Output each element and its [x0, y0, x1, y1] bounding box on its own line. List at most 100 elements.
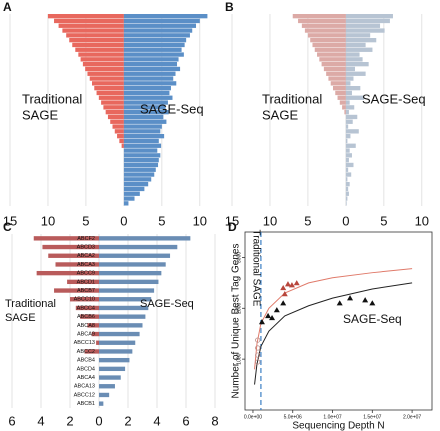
bar [78, 52, 124, 57]
category-label: ABCD3 [77, 245, 95, 251]
bar [123, 162, 159, 168]
side-label: SAGE [22, 107, 58, 122]
x-tick-label: 8 [211, 413, 218, 428]
bar [304, 28, 346, 33]
bar [337, 95, 346, 100]
bar [123, 18, 200, 24]
bar [342, 105, 346, 110]
bar [99, 357, 130, 363]
bar [123, 191, 140, 196]
bar [94, 86, 124, 91]
bar [345, 71, 366, 76]
point [255, 352, 261, 358]
bar [85, 66, 124, 72]
bar [123, 119, 167, 124]
bar [62, 28, 124, 33]
bar [99, 314, 146, 319]
bar [345, 196, 348, 201]
bar [123, 95, 173, 100]
bar [345, 177, 348, 182]
bar [123, 114, 164, 120]
bar [345, 182, 350, 187]
bar [345, 81, 351, 86]
bar [345, 52, 360, 57]
bar [114, 129, 124, 134]
bar [345, 86, 361, 91]
bar [345, 66, 355, 72]
bar [103, 105, 124, 110]
bar [312, 42, 346, 48]
bar [345, 167, 349, 172]
bar [123, 42, 185, 48]
bar [317, 52, 346, 57]
point [255, 345, 261, 351]
category-label: ABCA3 [77, 262, 95, 268]
side-label: Traditional [5, 298, 56, 310]
point [280, 284, 287, 291]
bar [123, 129, 161, 134]
x-tick-label: 15 [3, 213, 17, 228]
category-label: ABCA9 [77, 332, 95, 338]
x-tick-label: 0 [120, 213, 127, 228]
curve [254, 282, 413, 385]
bar [123, 186, 145, 192]
x-tick-label: 10 [193, 213, 207, 228]
bar [345, 47, 373, 52]
x-tick-label: 1.5e+07 [363, 414, 381, 420]
bar [123, 66, 181, 72]
bar [82, 62, 124, 67]
bar [123, 110, 169, 115]
bar [326, 71, 346, 76]
bar [345, 148, 350, 153]
bar [123, 100, 168, 105]
category-label: ABCD4 [77, 366, 95, 372]
bar [345, 129, 359, 134]
bar [123, 201, 129, 206]
bar [123, 105, 166, 110]
bar [99, 392, 110, 398]
bar [123, 90, 170, 96]
side-label: SAGE [262, 107, 298, 122]
bar [345, 172, 352, 177]
bar [98, 95, 124, 100]
x-tick-label: 10 [41, 213, 55, 228]
bar [99, 288, 155, 293]
category-label: ABCC2 [77, 349, 95, 355]
bar [345, 18, 390, 24]
panel-letter: D [228, 220, 237, 234]
bar [345, 33, 371, 38]
bar [99, 349, 133, 354]
bar [123, 86, 171, 91]
bar [36, 270, 99, 276]
bar [99, 375, 121, 380]
bar [345, 105, 355, 110]
bar [66, 33, 124, 38]
bar [345, 119, 353, 124]
category-label: ABCB7 [77, 288, 95, 294]
bar [123, 158, 159, 163]
point [255, 359, 261, 365]
point [284, 281, 291, 287]
bar [123, 138, 159, 144]
bar [54, 18, 124, 24]
bar [345, 42, 366, 48]
bar [123, 47, 182, 52]
point [336, 300, 343, 306]
category-label: ABCC12 [74, 392, 95, 398]
bar [99, 340, 136, 345]
category-label: ABCD1 [77, 279, 95, 285]
reference-label: Traditional SAGE [250, 230, 261, 307]
bar [335, 90, 346, 96]
point [280, 300, 287, 306]
x-tick-label: 5.0e+06 [284, 414, 302, 420]
bar [307, 33, 346, 38]
category-label: ABCA2 [77, 253, 95, 259]
x-tick-label: 0 [342, 213, 349, 228]
bar [345, 186, 349, 192]
point [347, 295, 354, 301]
x-tick-label: 15 [225, 213, 239, 228]
y-axis-label: Number of Unique Best Tag Genes [231, 244, 242, 399]
bar [99, 253, 171, 258]
bar [70, 297, 99, 302]
